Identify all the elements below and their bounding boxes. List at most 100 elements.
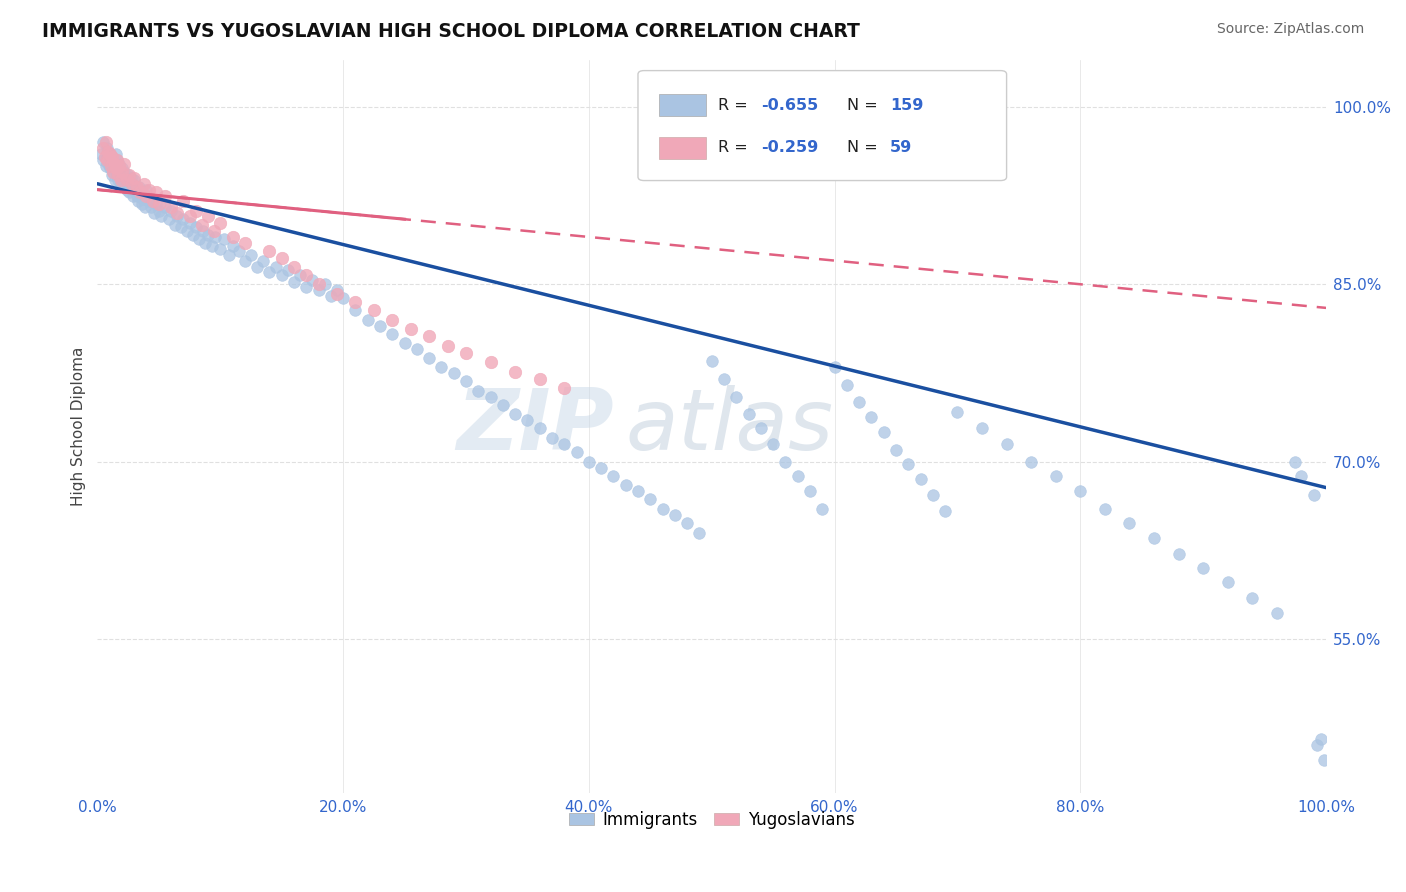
- Point: [301, 272, 323, 286]
- Point: [418, 329, 440, 343]
- Point: [405, 343, 427, 357]
- Point: [101, 169, 124, 183]
- Point: [110, 177, 132, 191]
- Point: [204, 230, 226, 244]
- Point: [118, 185, 141, 199]
- Point: [112, 165, 135, 179]
- Point: [191, 224, 214, 238]
- Point: [129, 185, 152, 199]
- Point: [179, 216, 201, 230]
- Point: [1118, 516, 1140, 530]
- Point: [762, 437, 785, 451]
- Point: [565, 445, 588, 459]
- Point: [197, 209, 219, 223]
- Point: [651, 502, 673, 516]
- Point: [910, 472, 932, 486]
- Point: [492, 398, 515, 412]
- Point: [111, 161, 134, 176]
- Point: [848, 395, 870, 409]
- Point: [332, 292, 354, 306]
- Point: [141, 201, 163, 215]
- Text: Source: ZipAtlas.com: Source: ZipAtlas.com: [1216, 22, 1364, 37]
- Point: [835, 377, 858, 392]
- Point: [96, 153, 118, 167]
- Point: [288, 268, 311, 282]
- Text: -0.655: -0.655: [761, 97, 818, 112]
- Point: [127, 194, 149, 209]
- Point: [103, 156, 125, 170]
- Point: [150, 209, 173, 223]
- Point: [104, 147, 127, 161]
- Point: [114, 173, 136, 187]
- Point: [897, 457, 920, 471]
- Point: [638, 492, 661, 507]
- Point: [93, 153, 115, 167]
- Point: [737, 407, 759, 421]
- Point: [1265, 606, 1288, 620]
- Point: [110, 173, 132, 187]
- Point: [578, 454, 600, 468]
- Point: [121, 177, 143, 191]
- Point: [98, 161, 121, 176]
- Point: [142, 194, 165, 209]
- Point: [135, 188, 157, 202]
- Point: [1094, 502, 1116, 516]
- Point: [326, 286, 349, 301]
- Point: [860, 409, 883, 424]
- Point: [443, 366, 465, 380]
- Point: [105, 153, 128, 167]
- Point: [107, 173, 129, 187]
- Point: [93, 141, 115, 155]
- Point: [122, 170, 145, 185]
- Point: [120, 170, 142, 185]
- Point: [132, 192, 155, 206]
- Point: [197, 227, 219, 242]
- Point: [104, 161, 127, 176]
- Point: [132, 177, 155, 191]
- Point: [1310, 732, 1333, 747]
- Point: [467, 384, 489, 398]
- Point: [108, 165, 131, 179]
- Point: [118, 169, 141, 183]
- Point: [194, 235, 217, 250]
- Point: [381, 312, 404, 326]
- Text: 159: 159: [890, 97, 924, 112]
- Point: [209, 216, 232, 230]
- Point: [112, 156, 135, 170]
- Point: [394, 336, 416, 351]
- Point: [454, 374, 477, 388]
- Point: [166, 206, 188, 220]
- Point: [172, 194, 194, 209]
- Point: [541, 431, 564, 445]
- Point: [233, 235, 256, 250]
- Bar: [659, 94, 706, 116]
- Point: [363, 303, 385, 318]
- Point: [591, 460, 613, 475]
- Point: [308, 283, 330, 297]
- Point: [1192, 561, 1215, 575]
- Point: [602, 468, 624, 483]
- Point: [153, 201, 176, 215]
- Point: [191, 218, 214, 232]
- Point: [111, 170, 134, 185]
- Point: [1143, 532, 1166, 546]
- Point: [98, 147, 121, 161]
- Point: [97, 156, 120, 170]
- Point: [326, 283, 349, 297]
- Point: [111, 165, 134, 179]
- Point: [93, 136, 115, 150]
- Point: [430, 359, 453, 374]
- Point: [1019, 454, 1042, 468]
- Point: [129, 185, 152, 199]
- Text: N =: N =: [846, 97, 883, 112]
- Point: [103, 165, 125, 179]
- Point: [749, 421, 772, 435]
- Point: [688, 525, 710, 540]
- Point: [824, 359, 846, 374]
- Bar: [659, 136, 706, 159]
- Point: [221, 239, 243, 253]
- FancyBboxPatch shape: [638, 70, 1007, 180]
- Point: [117, 177, 139, 191]
- Point: [1306, 739, 1329, 753]
- Point: [138, 183, 160, 197]
